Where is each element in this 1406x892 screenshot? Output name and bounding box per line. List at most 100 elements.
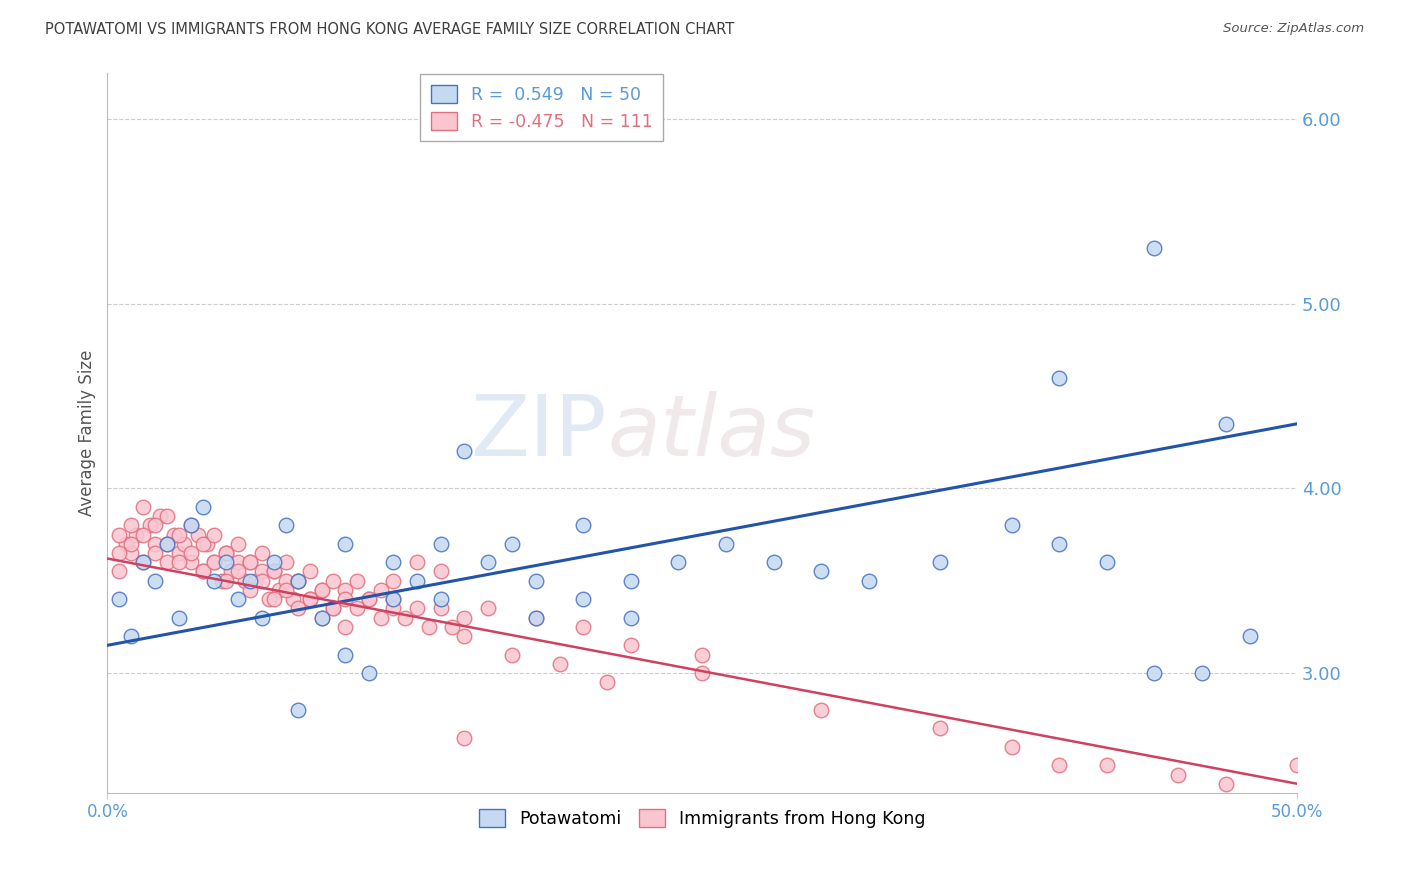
- Point: [453, 610, 475, 624]
- Point: [204, 555, 226, 569]
- Point: [405, 555, 427, 569]
- Point: [298, 592, 321, 607]
- Point: [381, 601, 404, 615]
- Point: [226, 537, 249, 551]
- Point: [263, 555, 285, 569]
- Point: [187, 527, 209, 541]
- Point: [163, 527, 186, 541]
- Point: [167, 610, 190, 624]
- Point: [690, 648, 713, 662]
- Point: [1047, 758, 1070, 772]
- Point: [335, 648, 357, 662]
- Point: [381, 574, 404, 588]
- Point: [287, 574, 309, 588]
- Point: [359, 592, 381, 607]
- Point: [370, 582, 392, 597]
- Point: [149, 509, 172, 524]
- Point: [250, 565, 273, 579]
- Point: [620, 638, 643, 652]
- Point: [1001, 739, 1024, 754]
- Point: [215, 555, 238, 569]
- Point: [441, 620, 464, 634]
- Point: [453, 629, 475, 643]
- Point: [359, 665, 381, 680]
- Point: [929, 555, 952, 569]
- Point: [429, 601, 451, 615]
- Point: [298, 565, 321, 579]
- Point: [132, 527, 155, 541]
- Point: [226, 592, 249, 607]
- Point: [405, 601, 427, 615]
- Point: [346, 574, 368, 588]
- Point: [195, 537, 218, 551]
- Point: [572, 620, 595, 634]
- Point: [156, 537, 179, 551]
- Point: [1143, 665, 1166, 680]
- Point: [501, 648, 523, 662]
- Text: Source: ZipAtlas.com: Source: ZipAtlas.com: [1223, 22, 1364, 36]
- Point: [120, 518, 142, 533]
- Point: [191, 565, 214, 579]
- Point: [1095, 758, 1118, 772]
- Point: [274, 582, 297, 597]
- Point: [381, 555, 404, 569]
- Point: [108, 565, 131, 579]
- Point: [156, 537, 179, 551]
- Point: [191, 565, 214, 579]
- Point: [263, 565, 285, 579]
- Point: [239, 582, 262, 597]
- Point: [115, 537, 138, 551]
- Point: [239, 555, 262, 569]
- Point: [620, 610, 643, 624]
- Point: [204, 555, 226, 569]
- Point: [143, 537, 166, 551]
- Point: [311, 582, 333, 597]
- Point: [167, 527, 190, 541]
- Point: [250, 546, 273, 560]
- Point: [180, 555, 202, 569]
- Point: [572, 592, 595, 607]
- Point: [191, 537, 214, 551]
- Point: [250, 610, 273, 624]
- Point: [322, 601, 344, 615]
- Point: [810, 565, 832, 579]
- Point: [263, 565, 285, 579]
- Point: [108, 592, 131, 607]
- Point: [1215, 777, 1237, 791]
- Point: [211, 574, 233, 588]
- Point: [311, 582, 333, 597]
- Point: [501, 537, 523, 551]
- Point: [204, 527, 226, 541]
- Point: [250, 574, 273, 588]
- Point: [274, 574, 297, 588]
- Point: [1239, 629, 1261, 643]
- Point: [215, 574, 238, 588]
- Point: [668, 555, 690, 569]
- Point: [1167, 767, 1189, 781]
- Point: [120, 629, 142, 643]
- Point: [1095, 555, 1118, 569]
- Point: [108, 527, 131, 541]
- Point: [429, 537, 451, 551]
- Point: [132, 555, 155, 569]
- Legend: Potawatomi, Immigrants from Hong Kong: Potawatomi, Immigrants from Hong Kong: [472, 802, 932, 835]
- Point: [156, 509, 179, 524]
- Point: [167, 555, 190, 569]
- Point: [219, 565, 242, 579]
- Point: [346, 601, 368, 615]
- Point: [180, 518, 202, 533]
- Point: [235, 574, 257, 588]
- Point: [453, 731, 475, 745]
- Point: [810, 703, 832, 717]
- Point: [714, 537, 737, 551]
- Point: [429, 565, 451, 579]
- Point: [335, 620, 357, 634]
- Point: [173, 537, 195, 551]
- Point: [191, 500, 214, 514]
- Point: [108, 546, 131, 560]
- Point: [1047, 370, 1070, 384]
- Point: [139, 518, 162, 533]
- Point: [1143, 241, 1166, 255]
- Point: [215, 546, 238, 560]
- Point: [690, 665, 713, 680]
